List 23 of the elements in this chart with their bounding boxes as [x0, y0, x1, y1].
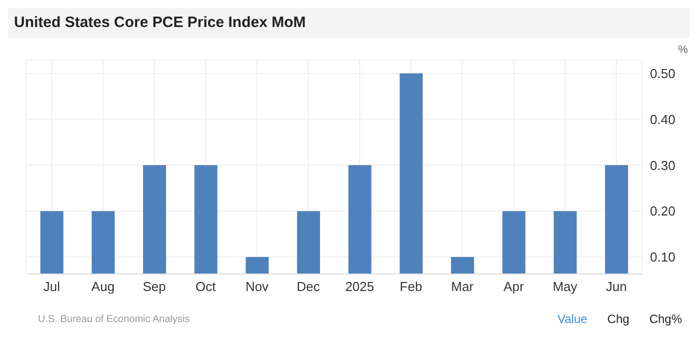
x-tick-label: Jun — [606, 279, 627, 294]
y-tick-label: 0.30 — [650, 158, 676, 173]
y-tick-label: 0.20 — [650, 204, 676, 219]
x-tick-label: Oct — [196, 279, 216, 294]
y-axis-title: % — [678, 44, 688, 56]
text: Chg — [607, 312, 630, 326]
x-tick-label: Feb — [400, 279, 422, 294]
x-tick-label: Nov — [245, 279, 270, 294]
y-tick-label: 0.10 — [650, 250, 676, 265]
x-tick-label: May — [552, 279, 578, 294]
x-tick-label: Aug — [91, 279, 115, 294]
x-tick-label: Dec — [296, 279, 320, 294]
x-tick-label: Jul — [43, 279, 60, 294]
chart-title: United States Core PCE Price Index MoM — [8, 8, 690, 38]
y-tick-label: 0.50 — [650, 66, 676, 81]
text: U.S. Bureau of Economic Analysis — [38, 314, 190, 325]
x-tick-label: Mar — [451, 279, 474, 294]
x-tick-label: 2025 — [345, 279, 374, 294]
x-tick-label: Sep — [142, 279, 166, 294]
x-tick-label: Apr — [504, 279, 524, 294]
text: Chg% — [649, 312, 682, 326]
text: Value — [557, 312, 588, 326]
y-tick-label: 0.40 — [650, 112, 676, 127]
